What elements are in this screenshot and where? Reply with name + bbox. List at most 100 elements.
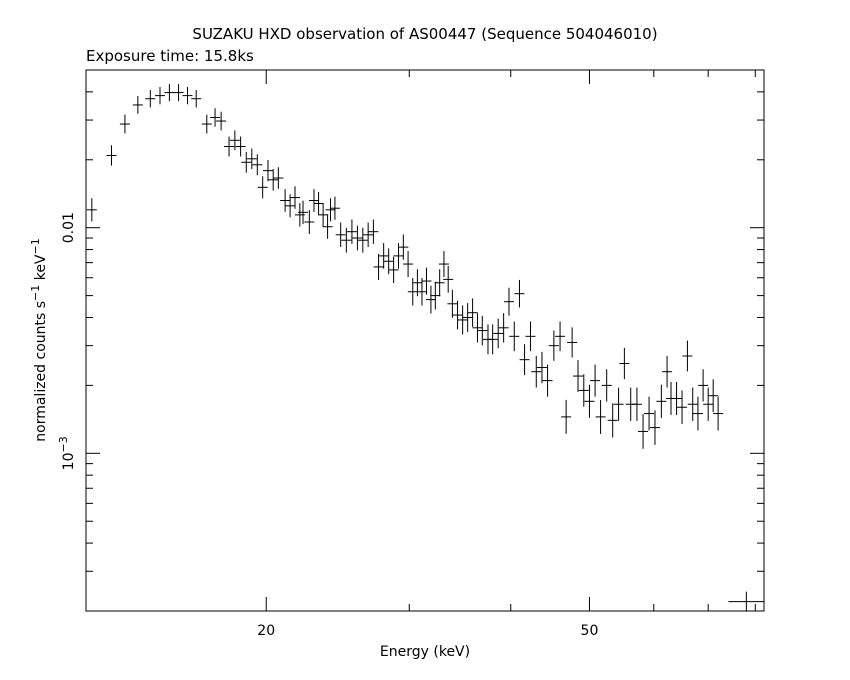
data-point (322, 214, 333, 239)
y-axis-label-main: normalized counts s (33, 301, 49, 442)
data-point (584, 384, 595, 418)
data-point (514, 279, 525, 308)
data-point (561, 399, 572, 434)
data-point (573, 360, 584, 392)
data-point (434, 269, 445, 297)
data-point (173, 84, 184, 102)
data-point (407, 278, 418, 306)
data-point (687, 387, 698, 421)
data-point (357, 227, 368, 253)
data-point (388, 256, 399, 284)
chart-title: SUZAKU HXD observation of AS00447 (Seque… (192, 25, 657, 43)
data-point (191, 89, 202, 108)
data-point (649, 410, 660, 445)
data-point (548, 330, 559, 361)
x-tick-label: 50 (581, 623, 599, 639)
data-point (703, 387, 714, 421)
data-point (106, 145, 117, 166)
data-point (567, 327, 578, 358)
data-point (421, 267, 432, 295)
data-point (335, 222, 346, 248)
data-point (438, 251, 449, 278)
x-axis-label: Energy (keV) (380, 644, 470, 660)
data-point (462, 303, 473, 332)
data-point (273, 167, 284, 189)
data-point (224, 136, 235, 157)
data-point-extra (728, 591, 765, 612)
y-axis-label-unit: keV (33, 254, 49, 285)
data-point (590, 364, 601, 397)
data-point (403, 251, 414, 278)
data-point (229, 130, 240, 151)
data-point (304, 210, 315, 234)
data-point (713, 396, 724, 431)
data-point (443, 265, 454, 293)
data-point (145, 89, 156, 108)
data-point (487, 324, 498, 355)
data-point (578, 374, 589, 407)
data-point (430, 281, 441, 310)
data-point (86, 198, 97, 222)
data-point (519, 344, 530, 376)
data-point (425, 285, 436, 314)
data-point (677, 390, 688, 424)
axis-tick-labels: 20 50 10−3 0.01 (57, 212, 598, 639)
y-axis-label-sup2: −1 (29, 238, 42, 254)
data-point (262, 160, 273, 182)
data-point (601, 369, 612, 402)
data-points (86, 84, 765, 612)
data-point (452, 300, 463, 330)
data-point (607, 403, 618, 438)
data-point (698, 369, 709, 402)
data-point (285, 194, 296, 218)
data-point (542, 364, 553, 397)
axis-ticks (86, 69, 764, 612)
data-point (329, 196, 340, 220)
data-point (313, 192, 324, 215)
data-point (216, 111, 227, 131)
data-point (241, 151, 252, 173)
data-point (708, 379, 719, 413)
data-point (164, 84, 175, 102)
plot-frame (85, 69, 765, 612)
data-point (555, 321, 566, 352)
y-axis-label-sup1: −1 (29, 285, 42, 301)
data-point (341, 227, 352, 253)
data-point (619, 347, 630, 380)
data-point (352, 225, 363, 251)
data-point (644, 396, 655, 431)
data-point (416, 278, 427, 306)
data-point (182, 86, 193, 105)
data-point (503, 287, 514, 316)
data-point (235, 136, 246, 157)
data-point (493, 318, 504, 349)
data-point (525, 321, 536, 352)
data-point (457, 305, 468, 335)
data-point (631, 387, 642, 421)
data-point (638, 414, 649, 449)
data-point (346, 219, 357, 244)
data-point (132, 96, 143, 114)
data-point (682, 340, 693, 372)
data-point (378, 243, 389, 269)
data-point (447, 289, 458, 318)
data-point (498, 313, 509, 343)
data-point (671, 381, 682, 415)
data-point (373, 253, 384, 281)
data-point (246, 148, 257, 170)
data-point (289, 186, 300, 209)
data-point (368, 219, 379, 244)
data-point (662, 355, 673, 388)
data-point (257, 176, 268, 199)
data-point (363, 222, 374, 248)
data-point (472, 313, 483, 343)
data-point (692, 396, 703, 431)
data-point (536, 351, 547, 384)
data-point (318, 203, 329, 227)
data-point (210, 108, 221, 127)
data-point (325, 198, 336, 222)
y-tick-label: 0.01 (61, 212, 77, 243)
data-point (252, 154, 263, 176)
data-point (477, 315, 488, 346)
